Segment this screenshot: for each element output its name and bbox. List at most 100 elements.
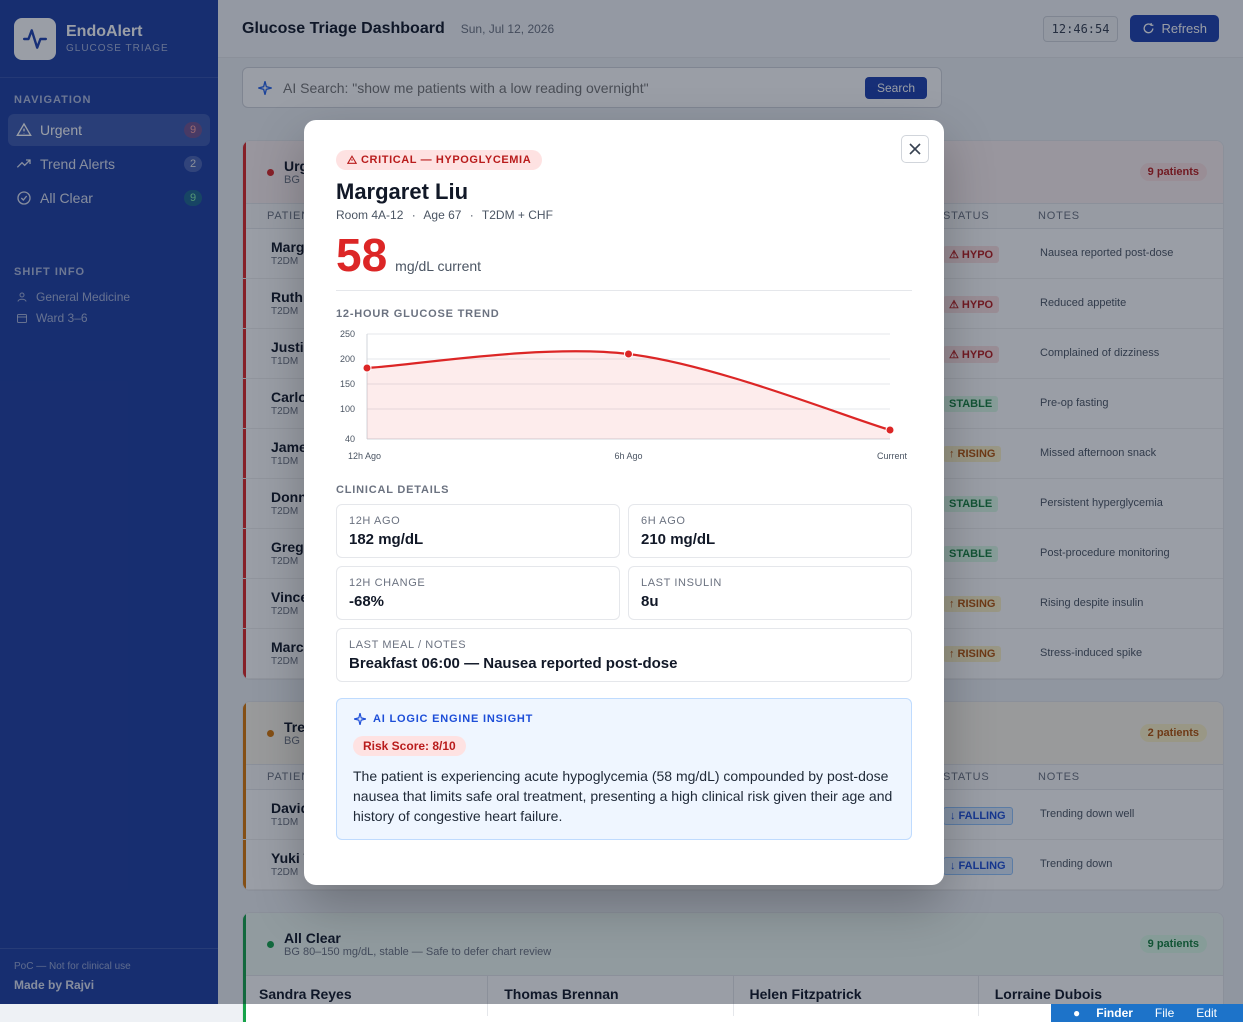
ai-insight-text: The patient is experiencing acute hypogl… <box>353 768 893 824</box>
search-input[interactable] <box>283 79 865 96</box>
patient-note: Post-procedure monitoring <box>1040 547 1170 559</box>
patient-note: Rising despite insulin <box>1040 597 1144 609</box>
calendar-icon <box>17 313 27 323</box>
data-point <box>362 363 372 373</box>
table-row[interactable]: Grego T2DM STABLE Post-procedure monitoring <box>243 529 1223 579</box>
warning-triangle-icon <box>16 122 32 136</box>
panel-title: All Clear <box>284 930 341 946</box>
x-tick-label: Current <box>877 451 908 461</box>
sidebar: EndoAlert GLUCOSE TRIAGE NAVIGATION Urge… <box>0 0 218 1004</box>
status-badge: ⚠ HYPO <box>943 296 1000 313</box>
detail-label: 12H CHANGE <box>349 577 426 589</box>
data-point <box>624 349 633 359</box>
current-bg-unit: mg/dL current <box>395 258 482 274</box>
check-circle-icon <box>17 191 31 205</box>
patient-card[interactable]: Helen Fitzpatrick <box>734 976 979 1016</box>
patient-card[interactable]: Sandra Reyes <box>243 976 489 1016</box>
glucose-trend-chart: 250 200 150 100 40 12h Ago 6h Ago Current <box>340 329 908 461</box>
patient-name: Marcu <box>271 639 313 655</box>
brand: EndoAlert GLUCOSE TRIAGE <box>0 0 218 78</box>
detail-label: LAST INSULIN <box>641 577 722 589</box>
menu-finder[interactable]: Finder <box>1096 1006 1133 1020</box>
patient-diagnosis: T2DM <box>271 306 299 317</box>
y-tick-label: 100 <box>340 404 355 414</box>
status-badge: ↑ RISING <box>943 596 1002 612</box>
sidebar-footer: PoC — Not for clinical use Made by Rajvi <box>0 948 218 1004</box>
sidebar-item-trend-alerts[interactable]: Trend Alerts 2 <box>8 148 210 180</box>
patient-count-badge: 9 patients <box>1139 163 1207 181</box>
trend-count-badge: 2 <box>184 156 202 172</box>
detail-label: 6H AGO <box>641 515 686 527</box>
close-icon <box>909 143 921 155</box>
detail-12h-ago: 12H AGO 182 mg/dL <box>336 504 620 558</box>
app-name: EndoAlert <box>66 23 143 40</box>
patient-name: Vince <box>271 589 309 605</box>
search-button[interactable]: Search <box>864 76 927 99</box>
patient-detail-modal: CRITICAL — HYPOGLYCEMIA Margaret Liu Roo… <box>304 120 944 885</box>
page-title: Glucose Triage Dashboard <box>242 19 445 37</box>
patient-diagnosis: T2DM <box>271 406 299 417</box>
refresh-label: Refresh <box>1161 21 1207 36</box>
data-point <box>885 425 895 435</box>
patient-diagnosis: T1DM <box>271 817 299 828</box>
patient-name: Carlo <box>271 389 307 405</box>
patient-room: Room 4A-12 <box>336 208 404 222</box>
shift-department-label: General Medicine <box>36 289 131 304</box>
patient-name: David <box>271 800 310 816</box>
sidebar-item-all-clear[interactable]: All Clear 9 <box>8 182 210 214</box>
patient-note: Trending down well <box>1040 808 1135 820</box>
table-row[interactable]: Yuki T T2DM ↓ FALLING Trending down <box>243 840 1223 890</box>
sparkle-icon <box>354 713 366 725</box>
detail-6h-ago: 6H AGO 210 mg/dL <box>628 504 912 558</box>
patient-note: Trending down <box>1040 858 1113 870</box>
sidebar-item-label: Trend Alerts <box>40 156 115 172</box>
col-notes: NOTES <box>1038 210 1080 222</box>
detail-value: -68% <box>349 593 385 610</box>
patient-diagnosis: T2DM + CHF <box>481 208 553 222</box>
patient-note: Nausea reported post-dose <box>1040 247 1174 259</box>
patient-note: Persistent hyperglycemia <box>1040 497 1163 509</box>
risk-score-badge: Risk Score: 8/10 <box>353 736 466 756</box>
ai-insight-title: AI LOGIC ENGINE INSIGHT <box>373 713 534 725</box>
patient-note: Complained of dizziness <box>1040 347 1160 359</box>
user-icon <box>17 292 27 302</box>
status-badge: ↓ FALLING <box>943 857 1013 875</box>
patient-age: Age 67 <box>423 208 462 222</box>
patient-card[interactable]: Thomas Brennan <box>488 976 734 1016</box>
status-badge: ⚠ HYPO <box>943 346 1000 363</box>
status-badge: ↓ FALLING <box>943 807 1013 825</box>
mac-menu-bar: ● Finder File Edit <box>1051 1004 1243 1022</box>
menu-edit[interactable]: Edit <box>1196 1006 1217 1020</box>
col-status: STATUS <box>943 771 990 783</box>
close-button[interactable] <box>901 135 929 163</box>
apple-icon[interactable]: ● <box>1073 1006 1081 1020</box>
y-tick-label: 250 <box>340 329 355 339</box>
patient-name: Donn <box>271 489 307 505</box>
patient-card[interactable]: Lorraine Dubois <box>994 986 1103 1002</box>
col-status: STATUS <box>943 210 990 222</box>
menu-file[interactable]: File <box>1154 1006 1175 1020</box>
sidebar-item-urgent[interactable]: Urgent 9 <box>8 114 210 146</box>
current-bg-value: 58 <box>336 229 388 281</box>
clear-cards: Sandra Reyes Thomas Brennan Helen Fitzpa… <box>243 975 1223 1016</box>
details-grid: 12H AGO 182 mg/dL 6H AGO 210 mg/dL 12H C… <box>336 504 912 682</box>
clear-panel-header[interactable]: All Clear BG 80–150 mg/dL, stable — Safe… <box>243 913 1223 975</box>
critical-badge-label: CRITICAL — HYPOGLYCEMIA <box>361 154 532 166</box>
patient-diagnosis: T1DM <box>271 356 299 367</box>
ai-insight-header: AI LOGIC ENGINE INSIGHT <box>353 712 895 726</box>
series-area <box>367 351 890 439</box>
shift-ward: Ward 3–6 <box>0 307 218 328</box>
status-badge: ↑ RISING <box>943 446 1002 462</box>
all-clear-panel: All Clear BG 80–150 mg/dL, stable — Safe… <box>242 912 1224 1022</box>
refresh-button[interactable]: Refresh <box>1130 15 1219 42</box>
detail-value: Breakfast 06:00 — Nausea reported post-d… <box>349 655 678 672</box>
critical-badge: CRITICAL — HYPOGLYCEMIA <box>336 150 543 170</box>
x-tick-label: 6h Ago <box>614 451 642 461</box>
patient-diagnosis: T2DM <box>271 256 299 267</box>
patient-note: Pre-op fasting <box>1040 397 1109 409</box>
clear-count-badge: 9 <box>184 190 202 206</box>
patient-note: Missed afternoon snack <box>1040 447 1157 459</box>
x-tick-label: 12h Ago <box>348 451 381 461</box>
disclaimer: PoC — Not for clinical use <box>14 961 131 972</box>
panel-subtitle: BG <box>284 735 300 747</box>
